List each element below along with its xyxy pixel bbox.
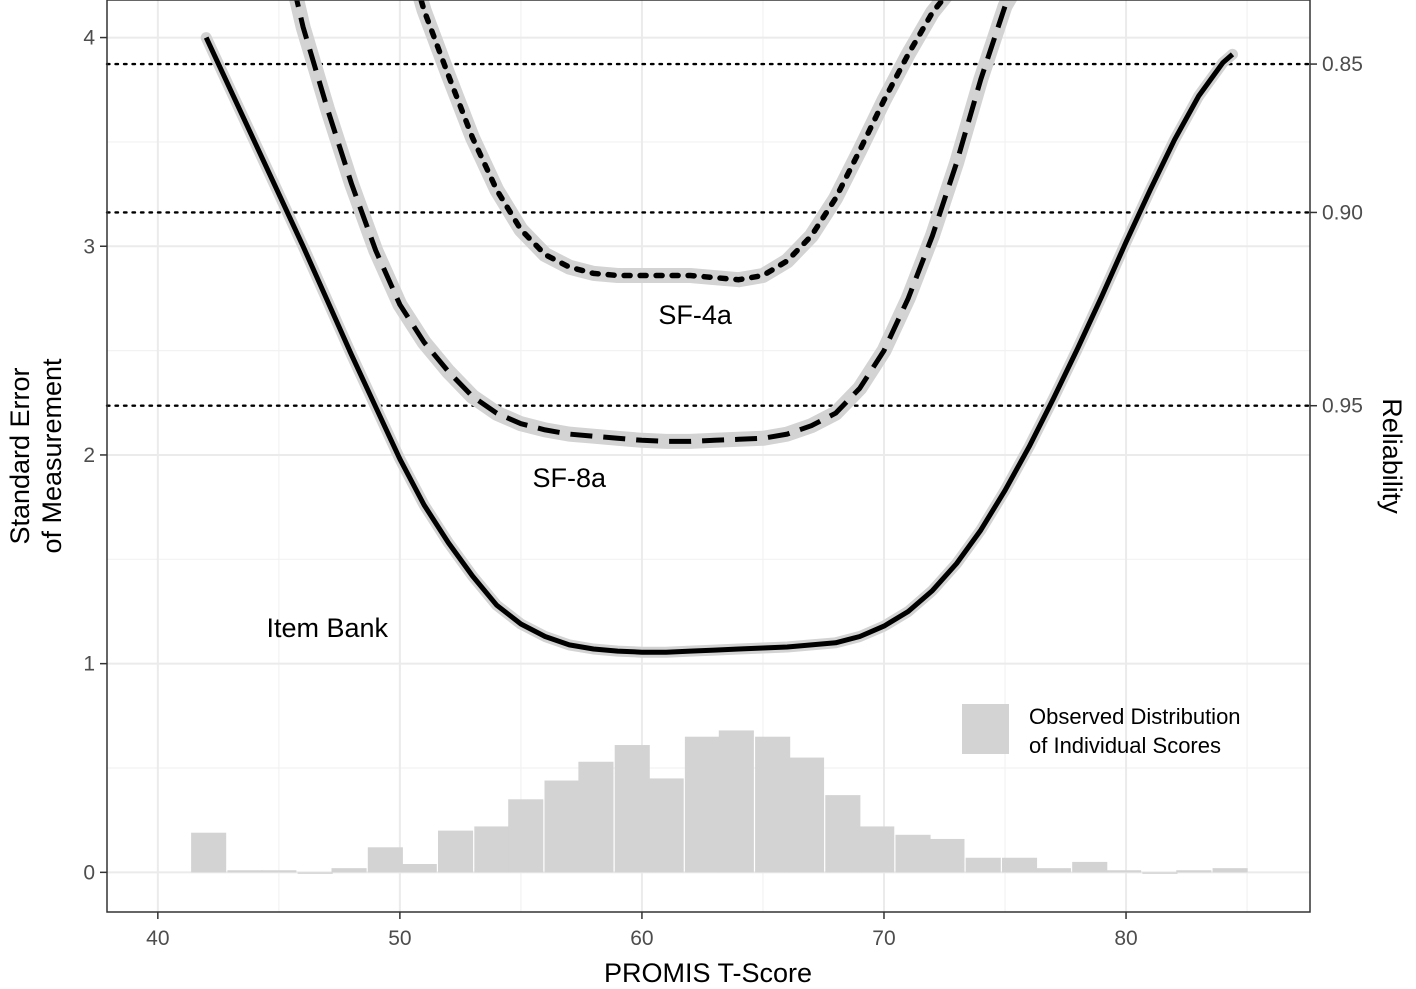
- y2-axis-title: Reliability: [1377, 398, 1407, 514]
- y-axis-title-line1: Standard Error: [5, 367, 35, 544]
- y2-tick-label: 0.90: [1322, 201, 1363, 224]
- y-tick-label: 1: [83, 653, 95, 676]
- plot-panel-border: [106, 0, 1311, 913]
- histogram-bar: [1176, 870, 1212, 873]
- histogram-bar: [614, 745, 650, 873]
- histogram-bar: [438, 830, 474, 873]
- histogram-bar: [544, 780, 580, 873]
- histogram-bar: [261, 870, 297, 873]
- x-tick-label: 40: [146, 927, 169, 950]
- x-tick-label: 70: [872, 927, 895, 950]
- reliability-reference-lines: [105, 62, 1312, 407]
- histogram-bar: [684, 736, 720, 873]
- x-tick-label: 50: [388, 927, 411, 950]
- y2-tick-label: 0.95: [1322, 395, 1363, 418]
- curve-lines: [203, 0, 1235, 655]
- histogram-bar: [929, 838, 965, 873]
- histogram-bar: [401, 864, 437, 873]
- legend-label-line2: of Individual Scores: [1029, 733, 1221, 758]
- x-tick-label: 80: [1114, 927, 1137, 950]
- histogram-bar: [1001, 857, 1038, 873]
- x-axis-title: PROMIS T-Score: [604, 958, 812, 988]
- curve-label: SF-8a: [533, 463, 608, 493]
- curve-labels: SF-4a SF-8a Item Bank: [266, 300, 732, 643]
- histogram-layer: [191, 730, 1248, 874]
- curve-label: Item Bank: [266, 613, 388, 643]
- series-line: [203, 36, 1235, 655]
- y-axis-title-line2: of Measurement: [37, 358, 67, 554]
- legend: Observed Distribution of Individual Scor…: [962, 704, 1241, 758]
- histogram-bar: [331, 868, 367, 873]
- curve-label: SF-4a: [658, 300, 733, 330]
- histogram-bar: [508, 799, 544, 873]
- histogram-bar: [718, 730, 754, 873]
- histogram-bar: [1142, 872, 1178, 874]
- y-tick-label: 0: [83, 861, 95, 884]
- series-line: [294, 0, 1012, 444]
- histogram-bar: [1072, 861, 1108, 873]
- histogram-bar: [578, 761, 614, 873]
- histogram-bar: [825, 795, 861, 873]
- y2-axis-title-group: Reliability: [1377, 398, 1407, 514]
- x-tick-label: 60: [630, 927, 653, 950]
- histogram-bar: [895, 834, 931, 873]
- histogram-bar: [755, 736, 791, 873]
- histogram-bar: [367, 847, 403, 873]
- y-axis-title: Standard Error of Measurement: [5, 358, 67, 554]
- histogram-bar: [227, 870, 263, 873]
- y-tick-label: 2: [83, 444, 95, 467]
- histogram-bar: [1212, 868, 1248, 873]
- histogram-bar: [859, 826, 895, 873]
- histogram-bar: [965, 857, 1001, 873]
- histogram-bar: [1035, 868, 1071, 873]
- histogram-bar: [297, 872, 333, 874]
- series-line: [418, 0, 946, 283]
- histogram-bar: [788, 757, 825, 873]
- legend-key-histogram: [962, 704, 1009, 754]
- histogram-bar: [1106, 870, 1142, 873]
- histogram-bar: [191, 832, 227, 873]
- y-tick-label: 4: [83, 27, 95, 50]
- axes: 40 50 60 70 80 0 1 2 3 4 0.85 0.90 0.95: [83, 27, 1363, 950]
- legend-label-line1: Observed Distribution: [1029, 704, 1241, 729]
- histogram-bar: [474, 826, 510, 873]
- histogram-bar: [648, 778, 684, 873]
- y-tick-label: 3: [83, 235, 95, 258]
- y2-tick-label: 0.85: [1322, 53, 1363, 76]
